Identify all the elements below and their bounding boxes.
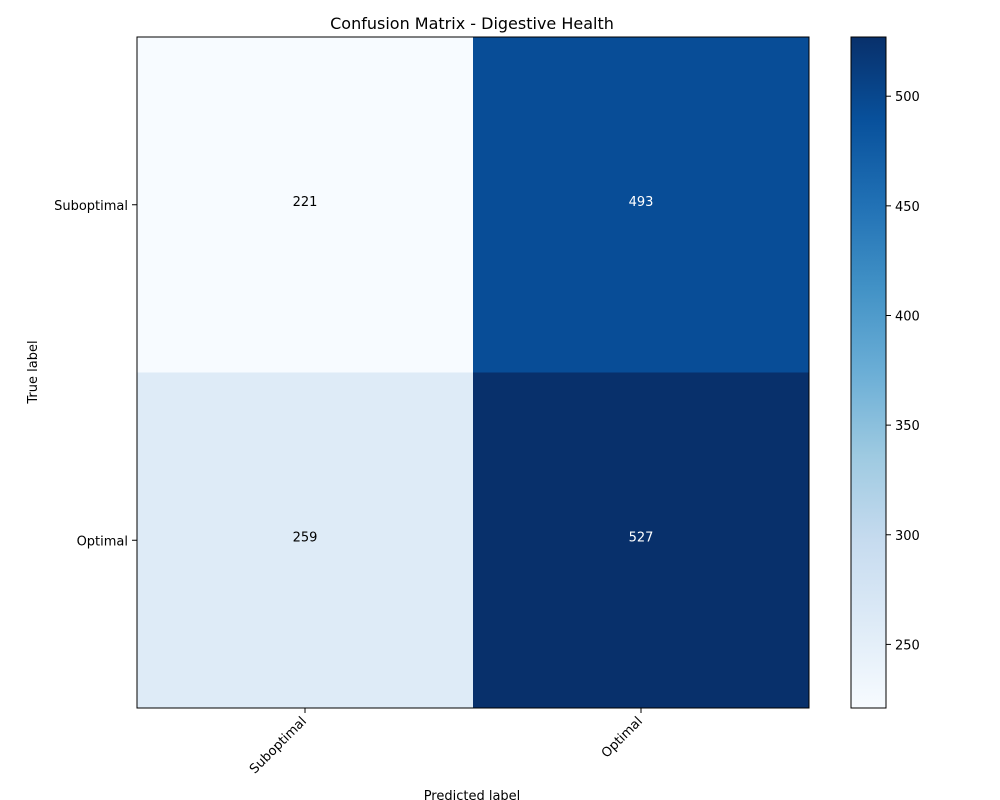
- cell-value-label: 221: [293, 195, 318, 210]
- colorbar-ticks: 250 300 350 400 450 500: [886, 90, 920, 653]
- x-axis-ticks: Suboptimal Optimal: [247, 708, 646, 777]
- x-axis-label: Predicted label: [424, 789, 521, 800]
- heatmap-cell: [137, 37, 474, 373]
- heatmap-cell: [473, 37, 810, 373]
- y-tick-label: Optimal: [77, 534, 128, 549]
- heatmap-cell: [137, 372, 474, 709]
- cell-value-label: 493: [629, 195, 654, 210]
- y-axis-label: True label: [26, 340, 41, 404]
- chart-title: Confusion Matrix - Digestive Health: [330, 14, 614, 33]
- colorbar-tick-label: 350: [895, 419, 920, 434]
- colorbar-tick-label: 500: [895, 90, 920, 105]
- plot-frame: [136, 36, 810, 709]
- colorbar-tick-label: 400: [895, 309, 920, 324]
- colorbar-tick-label: 250: [895, 638, 920, 653]
- x-tick-label: Suboptimal: [247, 714, 310, 777]
- cell-value-label: 527: [629, 530, 654, 545]
- y-axis-ticks: Suboptimal Optimal: [54, 199, 137, 549]
- colorbar-tick-label: 450: [895, 200, 920, 215]
- y-tick-label: Suboptimal: [54, 199, 128, 214]
- x-tick-label: Optimal: [599, 714, 646, 761]
- heatmap-cells: 221 493 259 527: [137, 37, 810, 709]
- colorbar-tick-label: 300: [895, 529, 920, 544]
- heatmap-cell: [473, 372, 810, 709]
- colorbar: [850, 36, 887, 709]
- cell-value-label: 259: [293, 530, 318, 545]
